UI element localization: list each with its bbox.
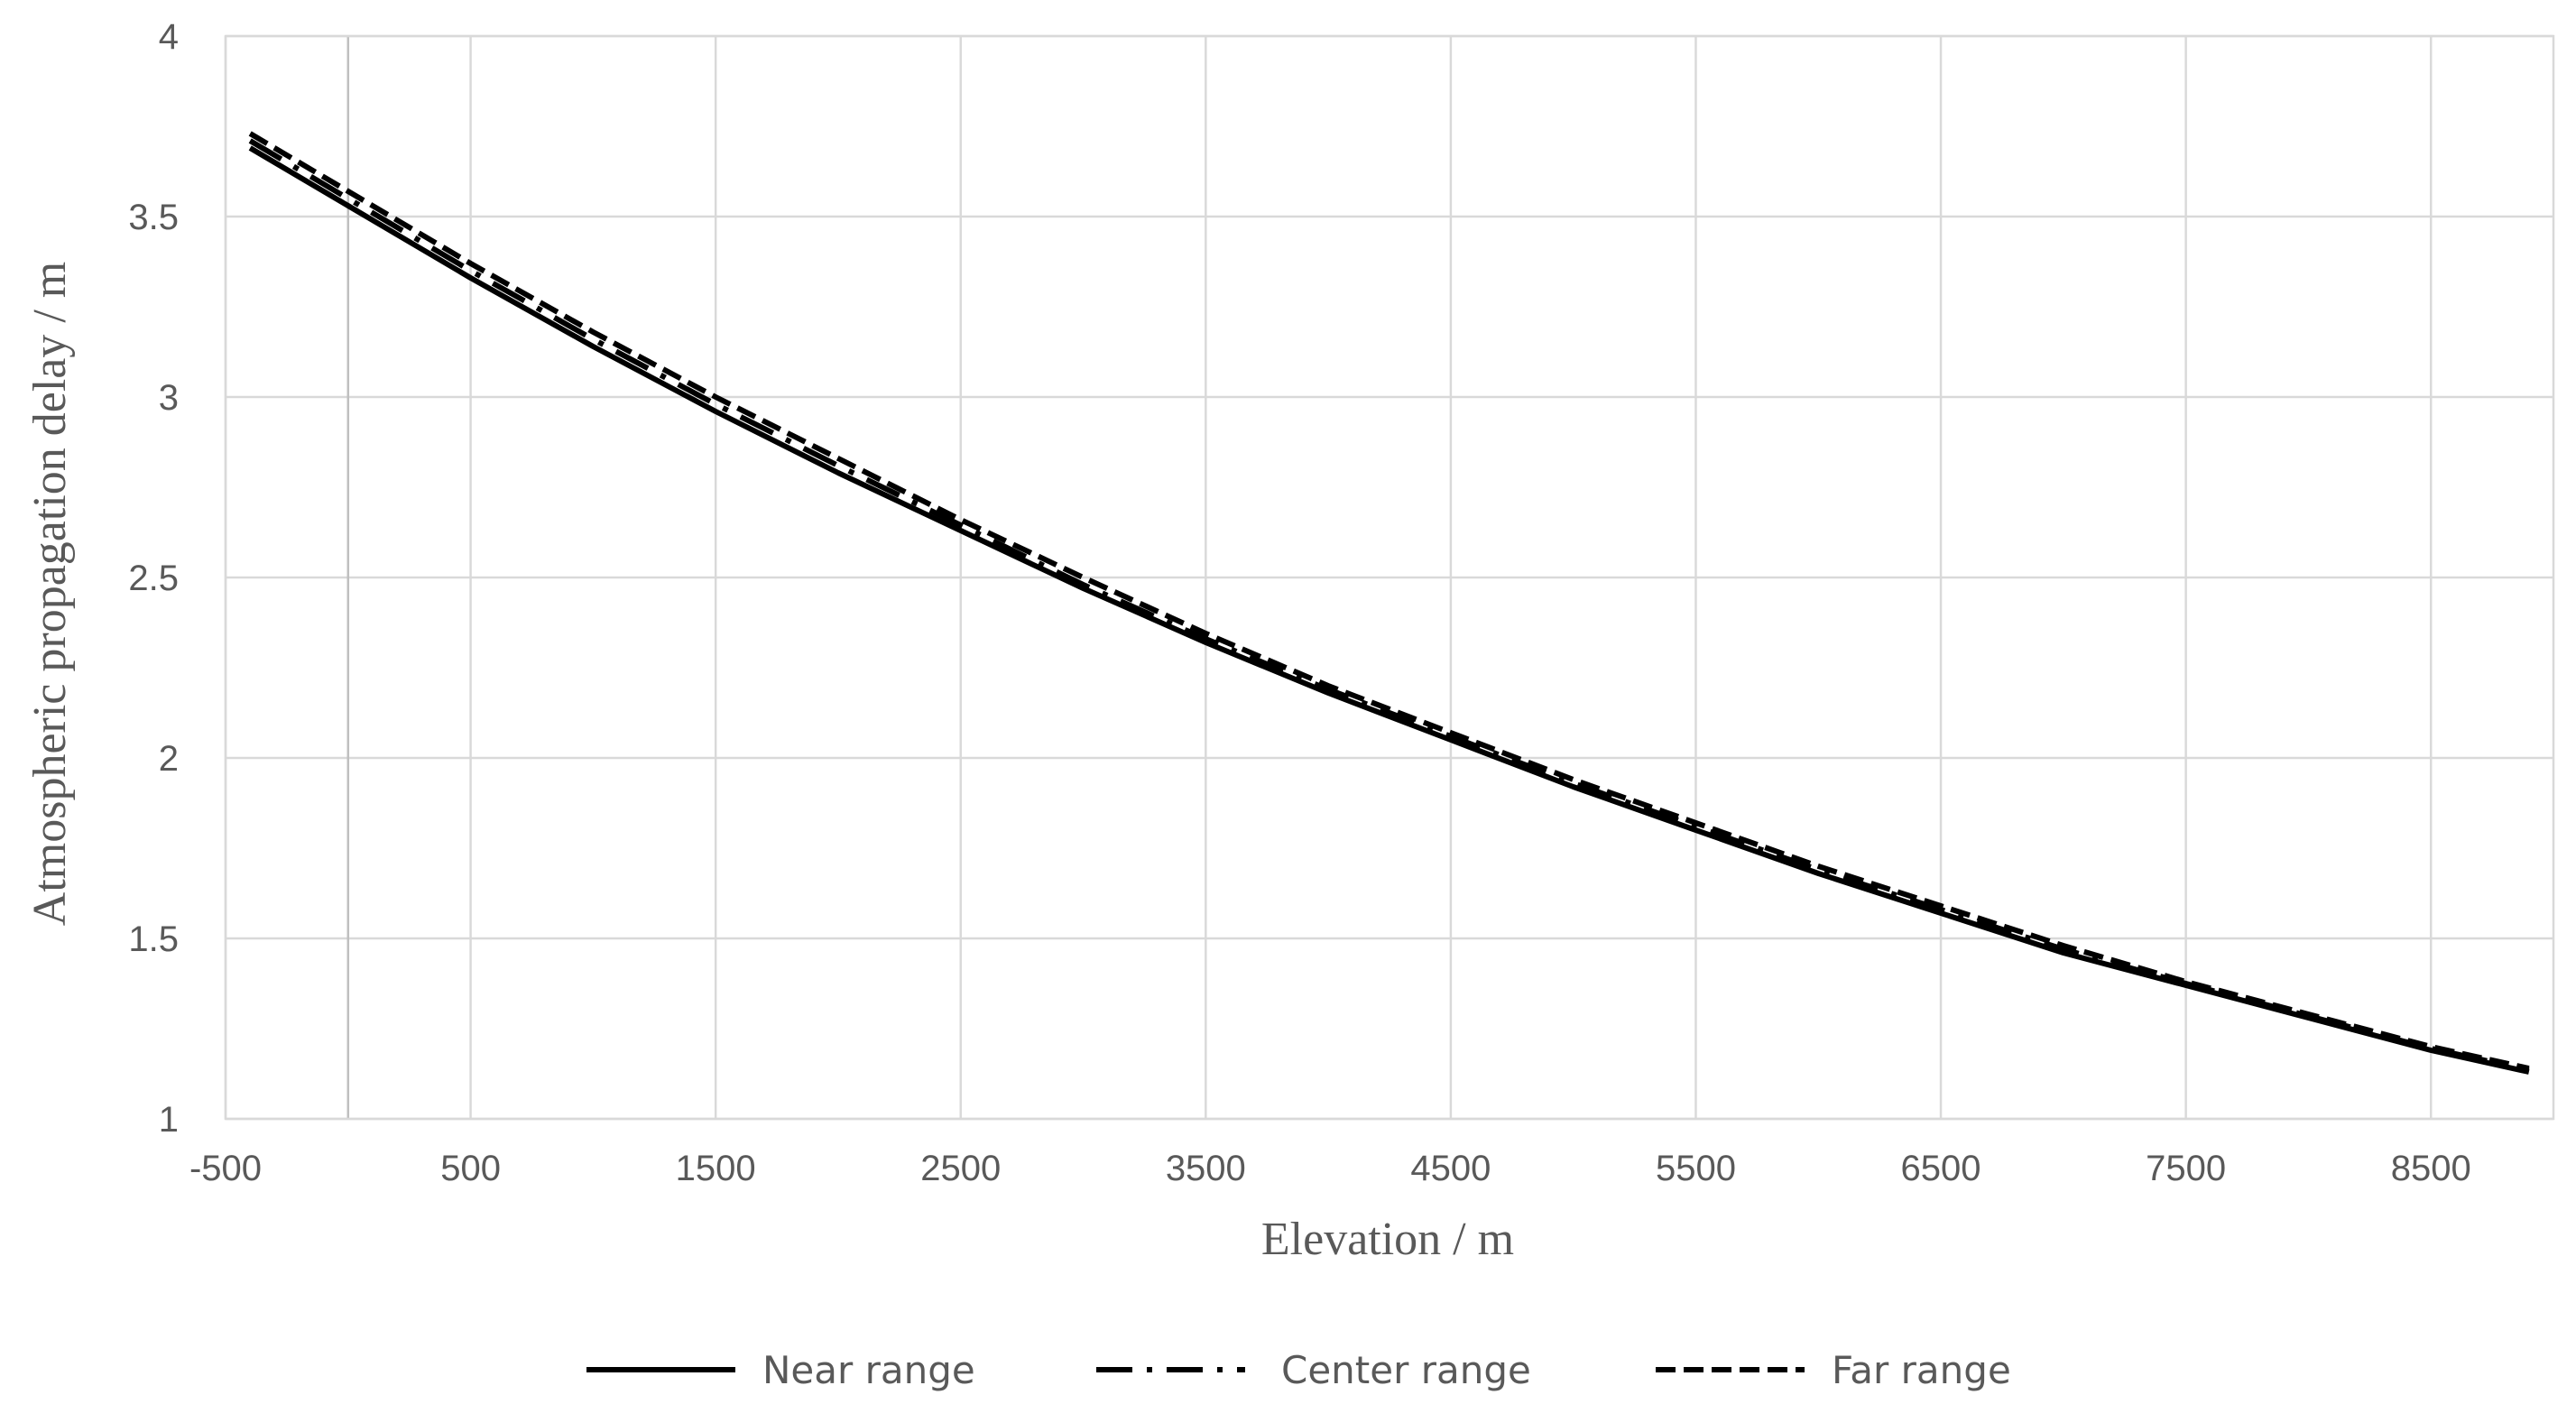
series-line-center-range xyxy=(248,138,2530,1073)
legend: Near range Center range Far range xyxy=(586,1348,2011,1392)
series-lines xyxy=(248,131,2530,1075)
y-tick-label: 1.5 xyxy=(128,919,179,959)
legend-label: Near range xyxy=(762,1348,975,1392)
y-tick-label: 3.5 xyxy=(128,198,179,237)
plot-area-border xyxy=(224,34,2555,1121)
y-tick-label: 1 xyxy=(159,1100,179,1140)
tick-labels: 1 1.5 2 2.5 3 3.5 4 -500 500 1500 2500 3500 4500 5500… xyxy=(128,17,2470,1188)
series-line-far-range xyxy=(248,131,2530,1071)
x-tick-label: 8500 xyxy=(2391,1149,2471,1188)
y-tick-label: 3 xyxy=(159,378,179,418)
x-tick-label: 5500 xyxy=(1656,1149,1736,1188)
legend-label: Far range xyxy=(1832,1348,2011,1392)
x-tick-label: 4500 xyxy=(1410,1149,1491,1188)
x-tick-label: 7500 xyxy=(2146,1149,2226,1188)
series-line-near-range xyxy=(248,145,2530,1075)
y-tick-label: 2.5 xyxy=(128,559,179,598)
grid-lines xyxy=(224,34,2555,1121)
y-tick-label: 4 xyxy=(159,17,179,57)
x-tick-label: -500 xyxy=(189,1149,262,1188)
x-tick-label: 1500 xyxy=(676,1149,756,1188)
legend-label: Center range xyxy=(1281,1348,1531,1392)
y-axis-title: Atmospheric propagation delay / m xyxy=(24,262,76,926)
x-tick-label: 500 xyxy=(440,1149,501,1188)
x-tick-label: 2500 xyxy=(920,1149,1001,1188)
x-tick-label: 6500 xyxy=(1901,1149,1981,1188)
x-tick-label: 3500 xyxy=(1166,1149,1246,1188)
y-tick-label: 2 xyxy=(159,739,179,779)
x-axis-title: Elevation / m xyxy=(1261,1214,1514,1265)
